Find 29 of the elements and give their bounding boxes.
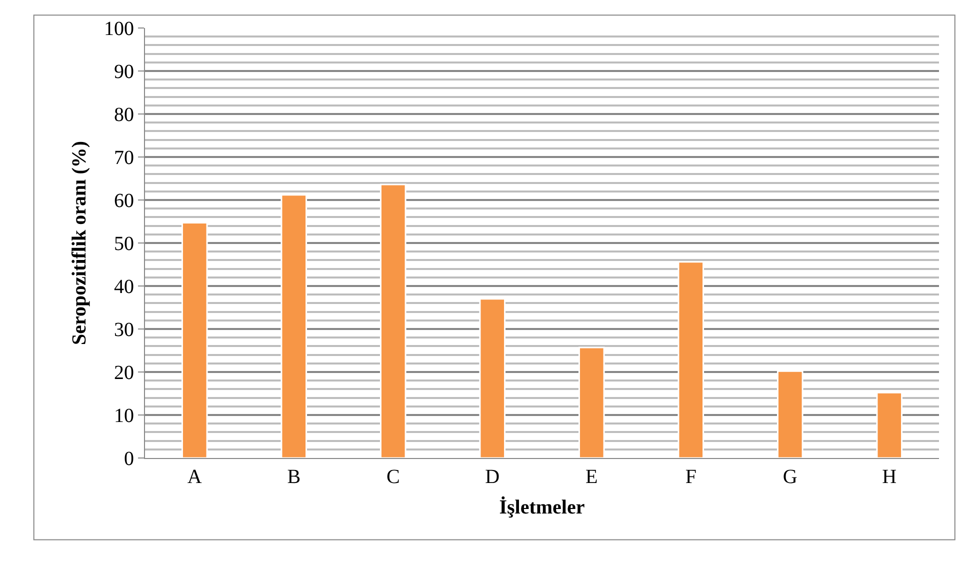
y-axis-title: Seropozitiflik oranı (%) bbox=[68, 140, 90, 346]
y-tick-label: 20 bbox=[114, 362, 134, 384]
bar bbox=[876, 392, 903, 458]
bar bbox=[479, 298, 506, 458]
x-tick-label: F bbox=[685, 466, 696, 488]
x-tick-label: A bbox=[187, 466, 202, 488]
bar bbox=[380, 184, 406, 458]
y-tick-label: 40 bbox=[114, 276, 134, 298]
y-tick-label: 80 bbox=[114, 104, 134, 126]
y-tick-label: 50 bbox=[114, 233, 134, 255]
x-tick-label: H bbox=[882, 466, 897, 488]
y-tick-label: 0 bbox=[124, 448, 134, 470]
bar bbox=[776, 370, 804, 458]
x-axis-title: İşletmeler bbox=[499, 496, 585, 518]
x-tick-label: E bbox=[586, 466, 598, 488]
bar bbox=[578, 346, 605, 458]
bar bbox=[181, 222, 208, 458]
x-tick-label: C bbox=[386, 466, 400, 488]
y-tick-label: 90 bbox=[114, 61, 134, 83]
y-tick-label: 30 bbox=[114, 319, 134, 341]
bar bbox=[280, 194, 308, 458]
x-tick-label: G bbox=[782, 466, 798, 488]
y-tick-label: 60 bbox=[114, 190, 134, 212]
y-tick-label: 100 bbox=[104, 18, 134, 40]
x-tick-label: B bbox=[287, 466, 301, 488]
x-tick-label: D bbox=[485, 466, 500, 488]
y-tick-label: 70 bbox=[114, 147, 134, 169]
y-tick-label: 10 bbox=[114, 405, 134, 427]
bar bbox=[678, 261, 704, 458]
